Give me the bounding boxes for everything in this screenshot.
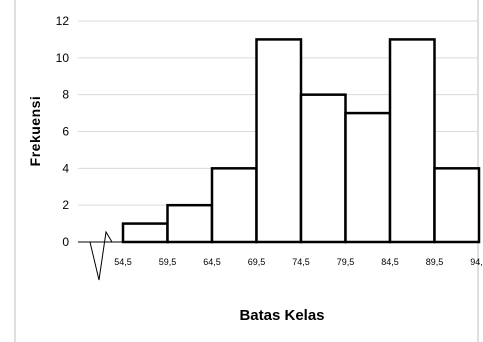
x-tick-label: 74,5: [292, 257, 310, 267]
x-axis-title: Batas Kelas: [239, 307, 324, 324]
bar-79,5-84,5: [344, 111, 392, 244]
bar-74,5-79,5: [299, 93, 347, 244]
bar-89,5-94,5: [433, 167, 481, 244]
x-tick-label: 94,5: [470, 257, 483, 267]
bars: [121, 38, 481, 244]
x-tick-label: 79,5: [337, 257, 355, 267]
axis-break-mark: [78, 230, 113, 281]
y-tick-label: 8: [62, 88, 69, 102]
x-tick-label: 64,5: [203, 257, 221, 267]
y-tick-label: 10: [56, 51, 70, 65]
bar-64,5-69,5: [210, 167, 258, 244]
bar-69,5-74,5: [255, 38, 303, 244]
x-tick-label: 84,5: [381, 257, 399, 267]
x-tick-label: 59,5: [159, 257, 177, 267]
bar-54,5-59,5: [121, 222, 169, 244]
y-tick-label: 6: [62, 125, 69, 139]
x-tick-label: 54,5: [114, 257, 132, 267]
y-tick-label: 12: [56, 14, 70, 28]
y-tick-label: 0: [62, 235, 69, 249]
y-axis-title: Frekuensi: [27, 96, 43, 167]
bar-84,5-89,5: [388, 38, 436, 244]
y-tick-label: 4: [62, 161, 69, 175]
bar-59,5-64,5: [166, 203, 214, 244]
y-tick-label: 2: [62, 198, 69, 212]
y-tick-labels: 0 2 4 6 8 10 12: [56, 14, 70, 249]
x-tick-label: 69,5: [248, 257, 266, 267]
x-tick-labels: 54,5 59,5 64,5 69,5 74,5 79,5 84,5 89,5 94,5: [114, 257, 483, 267]
x-tick-label: 89,5: [426, 257, 444, 267]
